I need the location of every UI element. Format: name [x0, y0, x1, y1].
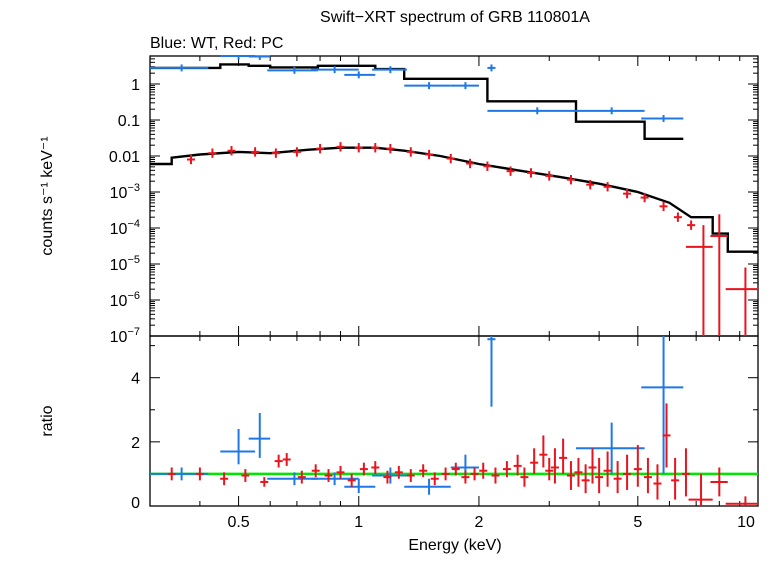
- y-tick-label: 10−5: [110, 254, 140, 274]
- ratio-panel-frame: [149, 335, 759, 507]
- x-tick-label: 0.5: [227, 514, 249, 531]
- y-tick-label: 10−4: [110, 218, 140, 238]
- pc-model-line: [150, 146, 758, 253]
- y-tick-label: 0.1: [118, 113, 140, 130]
- y-tick-label: 1: [131, 77, 140, 94]
- spectrum-y-axis-label: counts s⁻¹ keV⁻¹: [39, 136, 56, 255]
- x-axis-label: Energy (keV): [408, 537, 501, 554]
- ratio-y-tick-label: 0: [131, 495, 140, 512]
- wt-model-line: [150, 63, 684, 141]
- ratio-y-tick-label: 4: [131, 371, 140, 388]
- ratio-y-tick-label: 2: [131, 435, 140, 452]
- chart-title: Swift−XRT spectrum of GRB 110801A: [320, 9, 590, 26]
- y-tick-label: 10−3: [110, 182, 140, 202]
- spectrum-panel-frame: [149, 55, 759, 337]
- x-tick-label: 1: [354, 514, 363, 531]
- ratio-y-axis-label: ratio: [39, 405, 56, 436]
- x-tick-label: 5: [633, 514, 642, 531]
- chart-subtitle: Blue: WT, Red: PC: [150, 35, 283, 52]
- x-tick-label: 2: [474, 514, 483, 531]
- y-tick-label: 0.01: [109, 149, 140, 166]
- y-tick-label: 10−7: [110, 326, 140, 346]
- y-tick-label: 10−6: [110, 290, 140, 310]
- x-tick-label: 10: [737, 514, 755, 531]
